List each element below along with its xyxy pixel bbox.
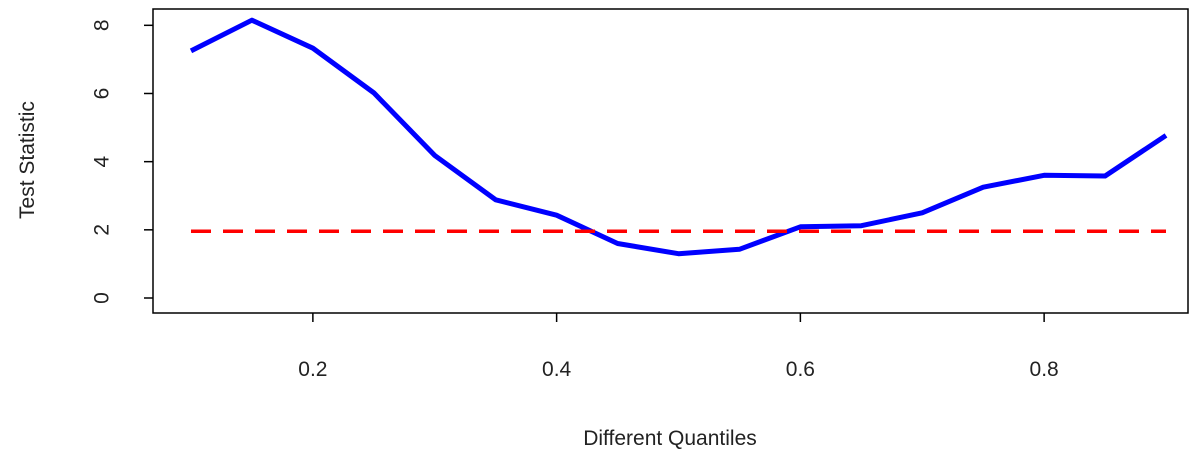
x-tick-label: 0.8	[1030, 358, 1059, 381]
y-tick-label: 0	[91, 292, 114, 304]
x-axis-title: Different Quantiles	[583, 427, 757, 450]
y-tick-label: 4	[91, 156, 114, 168]
y-axis: 0 2 4 6 8	[91, 19, 153, 304]
x-tick-label: 0.2	[298, 358, 327, 381]
test-statistic-line	[189, 17, 1168, 257]
plot-frame	[152, 8, 1189, 314]
x-tick-label: 0.6	[786, 358, 815, 381]
y-tick-label: 8	[91, 19, 114, 31]
series-layer	[189, 17, 1168, 257]
x-axis: 0.2 0.4 0.6 0.8	[298, 313, 1059, 381]
y-axis-title: Test Statistic	[16, 101, 39, 219]
y-tick-label: 2	[91, 224, 114, 236]
y-tick-label: 6	[91, 88, 114, 100]
x-tick-label: 0.4	[542, 358, 572, 381]
